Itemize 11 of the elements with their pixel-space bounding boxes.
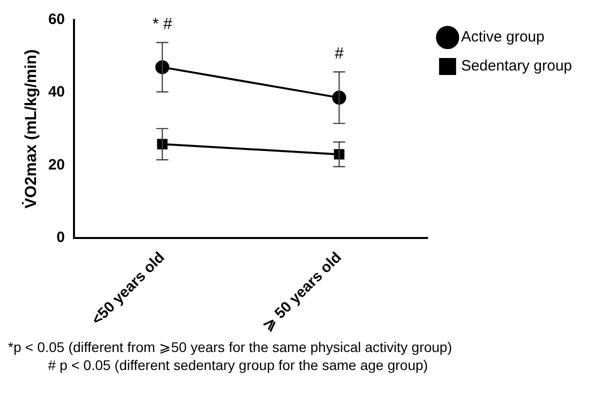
y-tick-label: 40 [48, 84, 65, 101]
y-axis-title: V̇O2max (mL/kg/min) [22, 49, 40, 208]
text: # p < 0.05 (different sedentary group for the same age group) [47, 356, 429, 374]
annotation: # [334, 45, 344, 62]
legend-label: Sedentary group [461, 58, 572, 75]
y-tick-label: 0 [56, 228, 65, 246]
y-tick-label: 20 [48, 156, 65, 174]
text: *p < 0.05 (different from ⩾50 years for the same physical activity group) [8, 338, 454, 356]
legend-label: Active group [461, 28, 544, 46]
y-tick-label: 60 [48, 11, 65, 28]
annotation: * # [152, 16, 172, 33]
